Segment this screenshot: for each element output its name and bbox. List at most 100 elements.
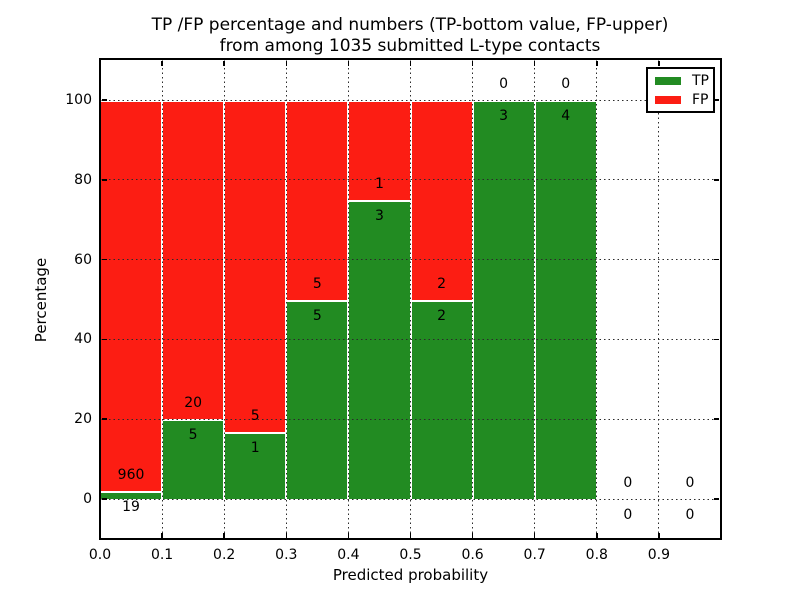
legend-label-tp: TP <box>692 72 709 89</box>
x-tick-label: 0.9 <box>647 547 671 563</box>
y-tick-mark <box>714 258 719 261</box>
fp-bar-segment <box>348 100 411 200</box>
tp-count-label: 0 <box>685 507 695 523</box>
tp-count-label: 3 <box>374 207 384 224</box>
y-tick-mark <box>102 258 107 261</box>
x-tick-mark <box>285 533 288 538</box>
x-tick-mark <box>533 533 536 538</box>
x-tick-label: 0.3 <box>275 547 298 563</box>
tp-bar-segment <box>100 491 163 499</box>
y-axis-label: Percentage <box>32 257 50 343</box>
y-tick-mark <box>102 418 107 420</box>
x-tick-mark <box>161 533 163 538</box>
fp-count-label: 2 <box>437 275 447 292</box>
horizontal-gridline <box>100 498 721 500</box>
tp-count-label: 0 <box>623 507 633 523</box>
vertical-gridline <box>223 59 225 540</box>
x-tick-mark <box>99 533 101 538</box>
y-tick-mark <box>714 418 719 420</box>
tp-swatch-icon <box>655 76 681 85</box>
x-tick-mark <box>347 533 350 538</box>
legend-label-fp: FP <box>692 91 709 108</box>
x-tick-mark <box>409 533 412 538</box>
legend-entry-fp: FP <box>655 92 713 107</box>
horizontal-gridline <box>100 259 721 261</box>
fp-count-label: 0 <box>499 76 509 92</box>
fp-bar-segment <box>224 100 287 433</box>
x-axis-label: Predicted probability <box>332 566 489 584</box>
fp-count-label: 960 <box>117 467 145 484</box>
y-tick-mark <box>714 99 719 101</box>
x-tick-mark <box>409 61 412 66</box>
y-tick-mark <box>102 498 107 500</box>
tp-count-label: 5 <box>188 427 198 444</box>
vertical-gridline <box>472 59 474 540</box>
legend-entry-tp: TP <box>655 73 713 88</box>
y-tick-mark <box>102 179 107 181</box>
chart-title-line-2: from among 1035 submitted L-type contact… <box>219 36 601 56</box>
x-tick-label: 0.8 <box>585 547 608 563</box>
x-tick-label: 0.0 <box>88 547 112 563</box>
fp-count-label: 0 <box>623 475 633 491</box>
y-tick-mark <box>102 99 107 101</box>
x-tick-mark <box>99 61 101 66</box>
x-tick-mark <box>347 61 350 66</box>
y-tick-label: 80 <box>74 171 92 188</box>
tp-count-label: 19 <box>122 499 140 516</box>
chart-title: TP /FP percentage and numbers (TP-bottom… <box>60 15 760 57</box>
x-tick-label: 0.1 <box>150 547 174 563</box>
y-tick-mark <box>102 338 107 341</box>
fp-bar-segment <box>100 100 163 492</box>
fp-count-label: 0 <box>561 76 571 92</box>
fp-count-label: 5 <box>312 275 322 292</box>
vertical-gridline <box>410 59 411 540</box>
fp-count-label: 0 <box>685 475 695 491</box>
tp-bar-segment <box>224 432 287 499</box>
x-tick-mark <box>223 61 225 66</box>
x-tick-mark <box>471 61 474 66</box>
fp-count-label: 5 <box>250 408 260 425</box>
y-tick-label: 20 <box>74 411 92 428</box>
x-tick-mark <box>285 61 288 66</box>
fp-bar-segment <box>286 100 349 300</box>
tp-bar-segment <box>286 299 349 499</box>
tp-count-label: 1 <box>250 440 260 457</box>
y-tick-label: 100 <box>65 92 92 108</box>
x-tick-mark <box>471 533 474 538</box>
tp-bar-segment <box>472 100 535 499</box>
vertical-gridline <box>534 59 536 540</box>
x-tick-mark <box>161 61 163 66</box>
tp-count-label: 5 <box>312 307 322 324</box>
tp-bar-segment <box>162 419 225 499</box>
x-tick-mark <box>658 533 660 538</box>
horizontal-gridline <box>100 338 721 340</box>
x-tick-mark <box>658 61 660 66</box>
tp-bar-segment <box>410 299 473 499</box>
tp-count-label: 4 <box>561 108 571 124</box>
x-tick-mark <box>596 61 598 66</box>
x-tick-label: 0.4 <box>337 547 360 563</box>
y-tick-label: 60 <box>74 251 92 268</box>
x-tick-mark <box>223 533 225 538</box>
vertical-gridline <box>161 59 163 540</box>
fp-count-label: 20 <box>184 395 203 412</box>
y-tick-mark <box>714 498 719 500</box>
tp-count-label: 3 <box>499 108 509 124</box>
y-tick-mark <box>714 179 719 181</box>
fp-count-label: 1 <box>374 175 384 192</box>
horizontal-gridline <box>100 418 721 420</box>
legend: TP FP <box>646 67 715 113</box>
vertical-gridline <box>347 59 349 540</box>
vertical-gridline <box>596 59 598 540</box>
x-tick-label: 0.2 <box>213 547 236 563</box>
x-tick-label: 0.6 <box>461 547 484 563</box>
fp-bar-segment <box>410 100 473 300</box>
x-tick-label: 0.7 <box>523 547 546 563</box>
y-tick-label: 40 <box>74 331 92 348</box>
vertical-gridline <box>658 59 660 540</box>
horizontal-gridline <box>100 99 721 101</box>
y-tick-label: 0 <box>83 491 92 507</box>
tp-bar-segment <box>348 199 411 499</box>
x-tick-label: 0.5 <box>399 547 422 563</box>
